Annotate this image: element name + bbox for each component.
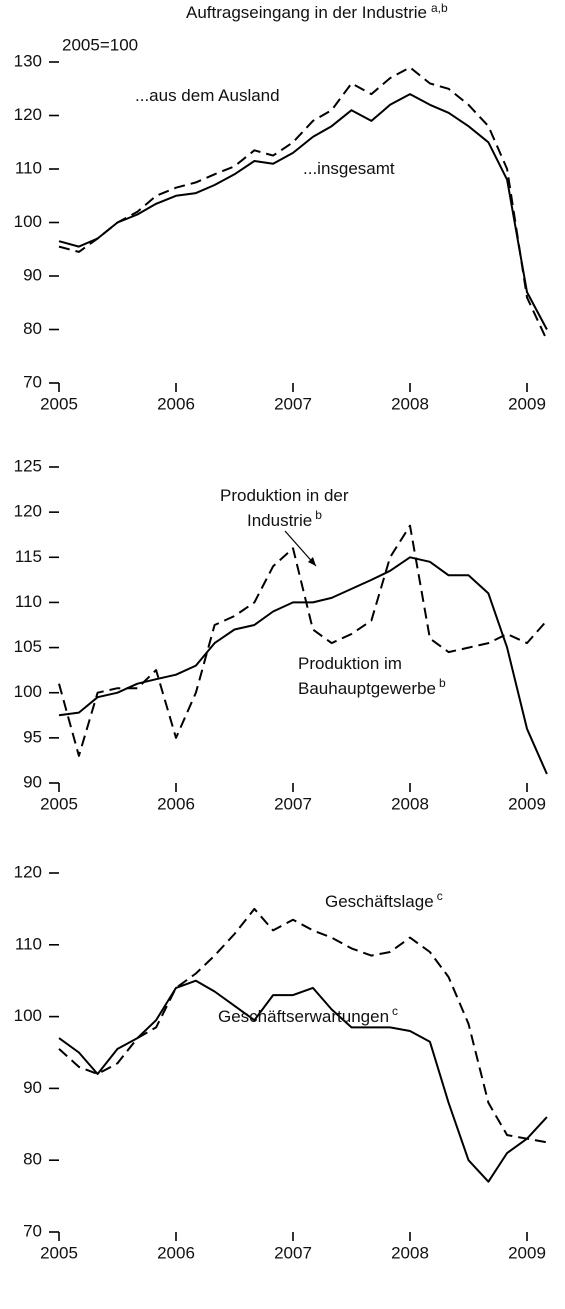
x-tick-label: 2005 bbox=[40, 1243, 78, 1262]
y-tick-label: 120 bbox=[14, 105, 42, 124]
y-tick-label: 90 bbox=[23, 1078, 42, 1097]
solid-line bbox=[58, 93, 548, 330]
x-tick-label: 2006 bbox=[157, 794, 195, 813]
y-tick-label: 95 bbox=[23, 727, 42, 746]
solid-line bbox=[58, 556, 548, 775]
annotation-text: Geschäftserwartungen bbox=[218, 1007, 389, 1026]
annotation-superscript: c bbox=[392, 1004, 398, 1018]
y-tick-label: 110 bbox=[15, 592, 42, 611]
annotation: Bauhauptgewerbe b bbox=[298, 676, 446, 698]
y-tick-label: 105 bbox=[14, 637, 42, 656]
y-tick-label: 110 bbox=[15, 934, 42, 953]
annotation: Geschäftserwartungen c bbox=[218, 1004, 398, 1026]
title-text: Auftragseingang in der Industrie bbox=[186, 3, 427, 22]
x-tick-label: 2009 bbox=[508, 394, 546, 413]
y-tick-label: 130 bbox=[14, 51, 42, 70]
annotation: ...insgesamt bbox=[303, 159, 395, 178]
annotation: Produktion im bbox=[298, 654, 402, 673]
x-tick-label: 2008 bbox=[391, 794, 429, 813]
x-tick-label: 2009 bbox=[508, 794, 546, 813]
y-tick-label: 125 bbox=[14, 456, 42, 475]
x-tick-label: 2005 bbox=[40, 394, 78, 413]
x-tick-label: 2009 bbox=[508, 1243, 546, 1262]
annotation-superscript: b bbox=[439, 676, 446, 690]
annotation: Produktion in der bbox=[220, 486, 349, 505]
annotation-text: Produktion in der bbox=[220, 486, 349, 505]
x-tick-label: 2008 bbox=[391, 394, 429, 413]
y-tick-label: 100 bbox=[14, 212, 42, 231]
annotation-text: Geschäftslage bbox=[325, 892, 434, 911]
y-tick-label: 90 bbox=[23, 772, 42, 791]
x-tick-label: 2007 bbox=[274, 1243, 312, 1262]
x-tick-label: 2007 bbox=[274, 394, 312, 413]
annotation-text: ...aus dem Ausland bbox=[135, 86, 280, 105]
annotation: Industrie b bbox=[247, 508, 322, 530]
x-tick-label: 2007 bbox=[274, 794, 312, 813]
dashed-line bbox=[58, 66, 548, 341]
x-tick-label: 2006 bbox=[157, 394, 195, 413]
chart-title: Auftragseingang in der Industrie a,b bbox=[186, 1, 448, 22]
y-tick-label: 80 bbox=[23, 319, 42, 338]
y-tick-label: 120 bbox=[14, 862, 42, 881]
y-tick-label: 115 bbox=[15, 547, 42, 566]
annotation-superscript: b bbox=[315, 508, 322, 522]
annotation-text: Bauhauptgewerbe bbox=[298, 679, 436, 698]
y-tick-label: 120 bbox=[14, 502, 42, 521]
annotation-text: Produktion im bbox=[298, 654, 402, 673]
solid-line bbox=[58, 979, 548, 1183]
x-tick-label: 2005 bbox=[40, 794, 78, 813]
dashed-line bbox=[58, 524, 548, 757]
arrow-head bbox=[308, 557, 316, 566]
y-tick-label: 90 bbox=[23, 265, 42, 284]
y-tick-label: 100 bbox=[14, 682, 42, 701]
annotation: ...aus dem Ausland bbox=[135, 86, 280, 105]
annotation-superscript: c bbox=[437, 889, 443, 903]
subtitle: 2005=100 bbox=[62, 35, 138, 54]
title-superscript: a,b bbox=[431, 1, 448, 15]
y-tick-label: 110 bbox=[15, 158, 42, 177]
y-tick-label: 100 bbox=[14, 1006, 42, 1025]
annotation-text: Industrie bbox=[247, 511, 312, 530]
y-tick-label: 70 bbox=[23, 372, 42, 391]
annotation: Geschäftslage c bbox=[325, 889, 443, 911]
annotation-text: ...insgesamt bbox=[303, 159, 395, 178]
y-tick-label: 70 bbox=[23, 1221, 42, 1240]
x-tick-label: 2006 bbox=[157, 1243, 195, 1262]
x-tick-label: 2008 bbox=[391, 1243, 429, 1262]
y-tick-label: 80 bbox=[23, 1150, 42, 1169]
